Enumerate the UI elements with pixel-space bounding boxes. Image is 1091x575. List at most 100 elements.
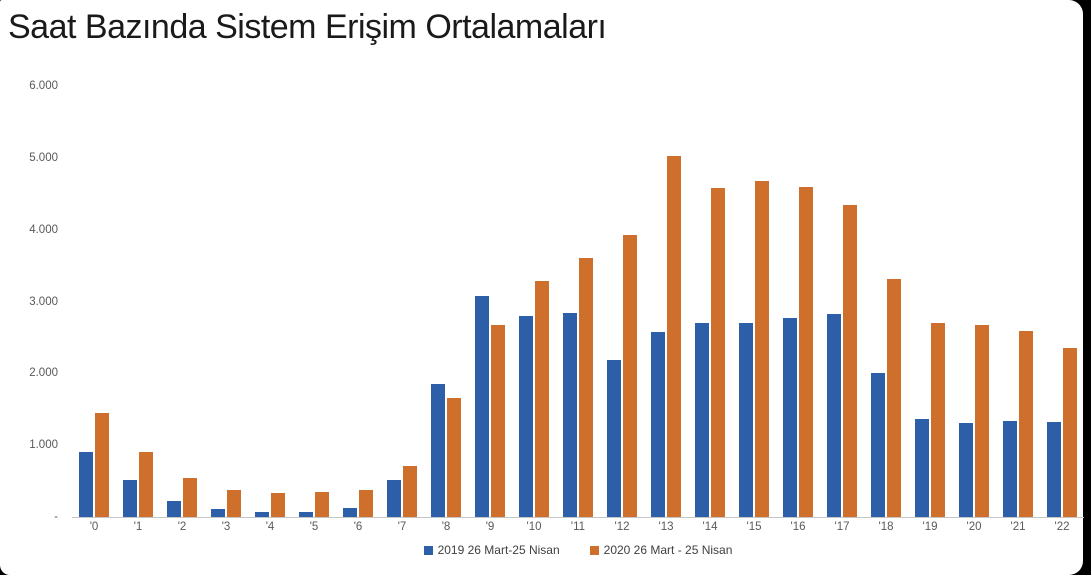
x-tick-label: '11 bbox=[570, 521, 586, 533]
bar-series-2020 bbox=[711, 188, 725, 517]
bar-series-2020 bbox=[1063, 348, 1077, 517]
bar-series-2019 bbox=[387, 479, 401, 517]
bar-series-2020 bbox=[843, 204, 857, 517]
bar-series-2019 bbox=[959, 422, 973, 517]
chart-title: Saat Bazında Sistem Erişim Ortalamaları bbox=[8, 8, 607, 46]
bar-group-6 bbox=[336, 86, 380, 517]
bar-group-16 bbox=[776, 86, 820, 517]
bar-series-2020 bbox=[931, 323, 945, 517]
legend: 2019 26 Mart-25 Nisan 2020 26 Mart - 25 N… bbox=[72, 543, 1084, 557]
y-axis: 6.000 5.000 4.000 3.000 2.000 1.000 - bbox=[0, 0, 62, 575]
x-tick-label: '22 bbox=[1054, 521, 1070, 533]
x-tick-label: '16 bbox=[790, 521, 806, 533]
x-tick-label: '1 bbox=[133, 521, 143, 533]
bar-group-15 bbox=[732, 86, 776, 517]
y-tick-label: 4.000 bbox=[29, 223, 58, 236]
legend-item-2019: 2019 26 Mart-25 Nisan bbox=[423, 543, 560, 557]
x-tick-label: '13 bbox=[658, 521, 674, 533]
x-tick-label: '7 bbox=[397, 521, 407, 533]
legend-label: 2019 26 Mart-25 Nisan bbox=[437, 543, 560, 557]
bar-group-10 bbox=[512, 86, 556, 517]
y-tick-label: 5.000 bbox=[29, 151, 58, 164]
bar-group-14 bbox=[688, 86, 732, 517]
bar-series-2020 bbox=[623, 235, 637, 517]
x-tick-label: '20 bbox=[966, 521, 982, 533]
x-tick-label: '17 bbox=[834, 521, 850, 533]
plot-area bbox=[72, 86, 1084, 518]
bar-group-19 bbox=[908, 86, 952, 517]
bar-group-13 bbox=[644, 86, 688, 517]
bar-series-2020 bbox=[579, 258, 593, 517]
bar-series-2020 bbox=[535, 281, 549, 517]
x-tick-label: '19 bbox=[922, 521, 938, 533]
bar-series-2019 bbox=[739, 323, 753, 517]
x-tick-label: '3 bbox=[221, 521, 231, 533]
bar-series-2019 bbox=[299, 511, 313, 517]
y-tick-label: 3.000 bbox=[29, 295, 58, 308]
bar-group-5 bbox=[292, 86, 336, 517]
y-tick-label: 2.000 bbox=[29, 367, 58, 380]
bar-series-2019 bbox=[651, 332, 665, 517]
bar-group-20 bbox=[952, 86, 996, 517]
bar-series-2019 bbox=[343, 508, 357, 517]
bar-series-2019 bbox=[167, 501, 181, 517]
x-tick-label: '18 bbox=[878, 521, 894, 533]
x-tick-label: '14 bbox=[702, 521, 718, 533]
x-tick-label: '2 bbox=[177, 521, 187, 533]
bar-series-2019 bbox=[1003, 420, 1017, 517]
y-tick-label: - bbox=[54, 511, 58, 523]
bar-series-2019 bbox=[827, 314, 841, 517]
bar-series-2020 bbox=[227, 490, 241, 517]
bar-series-2020 bbox=[667, 155, 681, 517]
y-tick-label: 1.000 bbox=[29, 439, 58, 452]
bar-group-4 bbox=[248, 86, 292, 517]
bar-series-2019 bbox=[79, 452, 93, 517]
legend-swatch-icon bbox=[423, 545, 433, 555]
bar-group-9 bbox=[468, 86, 512, 517]
bar-series-2019 bbox=[431, 384, 445, 517]
bar-series-2020 bbox=[755, 180, 769, 517]
legend-item-2020: 2020 26 Mart - 25 Nisan bbox=[589, 543, 733, 557]
bar-group-11 bbox=[556, 86, 600, 517]
bar-series-2019 bbox=[915, 418, 929, 517]
bar-series-2020 bbox=[95, 412, 109, 517]
bar-series-2020 bbox=[975, 325, 989, 517]
bar-group-7 bbox=[380, 86, 424, 517]
bar-group-2 bbox=[160, 86, 204, 517]
bar-group-21 bbox=[996, 86, 1040, 517]
bar-series-2020 bbox=[139, 452, 153, 517]
bar-group-12 bbox=[600, 86, 644, 517]
x-axis: '0 '1 '2 '3 '4 '5 '6 '7 '8 '9 '10 '11 '12 '13 '14 '15 '1… bbox=[72, 521, 1084, 533]
x-tick-label: '4 bbox=[265, 521, 275, 533]
bar-series-2020 bbox=[1019, 330, 1033, 517]
bar-group-1 bbox=[116, 86, 160, 517]
bar-series-2020 bbox=[183, 477, 197, 517]
x-tick-label: '5 bbox=[309, 521, 319, 533]
x-tick-label: '10 bbox=[526, 521, 542, 533]
bar-series-2019 bbox=[211, 509, 225, 517]
bar-series-2020 bbox=[271, 493, 285, 517]
bar-series-2019 bbox=[607, 360, 621, 517]
bar-series-2020 bbox=[887, 278, 901, 517]
bar-series-2019 bbox=[255, 511, 269, 517]
bar-group-3 bbox=[204, 86, 248, 517]
x-tick-label: '15 bbox=[746, 521, 762, 533]
bar-group-0 bbox=[72, 86, 116, 517]
bar-series-2020 bbox=[403, 466, 417, 517]
bar-series-2020 bbox=[799, 186, 813, 517]
x-tick-label: '21 bbox=[1010, 521, 1026, 533]
x-tick-label: '9 bbox=[485, 521, 495, 533]
bar-series-2019 bbox=[563, 313, 577, 517]
bar-series-2019 bbox=[783, 317, 797, 517]
bar-group-8 bbox=[424, 86, 468, 517]
bar-series-2020 bbox=[359, 489, 373, 517]
bar-group-18 bbox=[864, 86, 908, 517]
x-tick-label: '0 bbox=[89, 521, 99, 533]
bar-group-22 bbox=[1040, 86, 1084, 517]
x-tick-label: '6 bbox=[353, 521, 363, 533]
bar-group-17 bbox=[820, 86, 864, 517]
bar-series-2019 bbox=[123, 480, 137, 517]
legend-label: 2020 26 Mart - 25 Nisan bbox=[603, 543, 733, 557]
bar-series-2020 bbox=[447, 398, 461, 517]
